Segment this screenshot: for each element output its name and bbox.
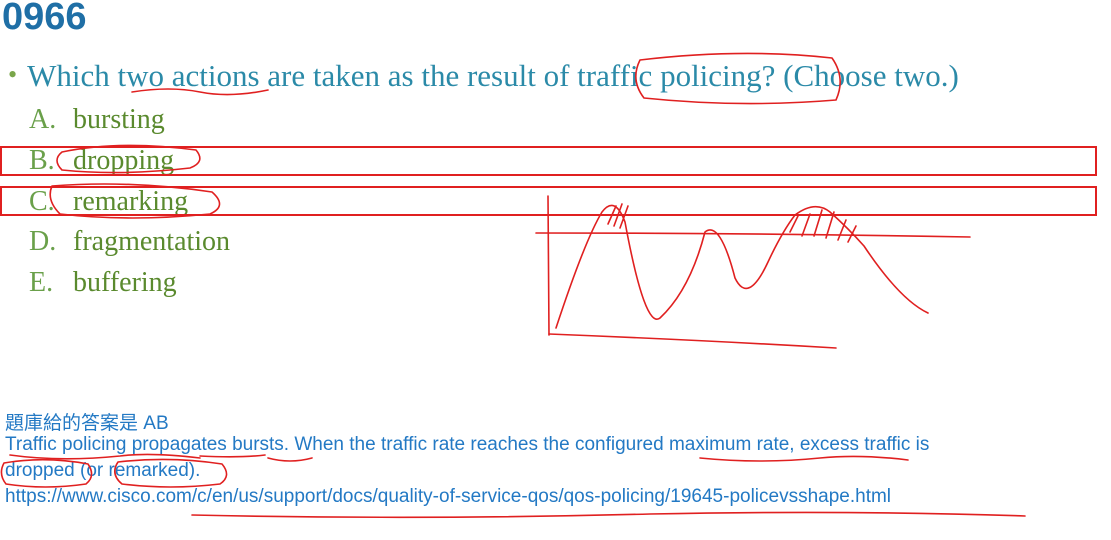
bullet: • [8, 60, 18, 89]
option-e: E. buffering [29, 267, 177, 299]
option-letter: E. [29, 267, 54, 298]
question-number: 0966 [2, 0, 87, 38]
question-label: Which two actions are taken as the resul… [27, 58, 959, 93]
explanation-line-2: dropped (or remarked). [5, 460, 201, 481]
question-text: • Which two actions are taken as the resu… [8, 58, 959, 94]
option-letter: B. [29, 145, 55, 176]
answer-highlight-box-b [0, 146, 1097, 176]
option-text: buffering [73, 267, 177, 298]
answer-highlight-box-c [0, 186, 1097, 216]
option-text: bursting [73, 104, 165, 135]
answer-note: 題庫給的答案是 AB [5, 413, 169, 434]
option-a: A. bursting [29, 104, 165, 136]
explanation-line-1: Traffic policing propagates bursts. When… [5, 434, 930, 455]
option-letter: D. [29, 226, 57, 257]
option-d: D. fragmentation [29, 226, 230, 258]
reference-link[interactable]: https://www.cisco.com/c/en/us/support/do… [5, 486, 892, 507]
option-text: fragmentation [73, 226, 231, 257]
option-letter: A. [29, 104, 57, 135]
